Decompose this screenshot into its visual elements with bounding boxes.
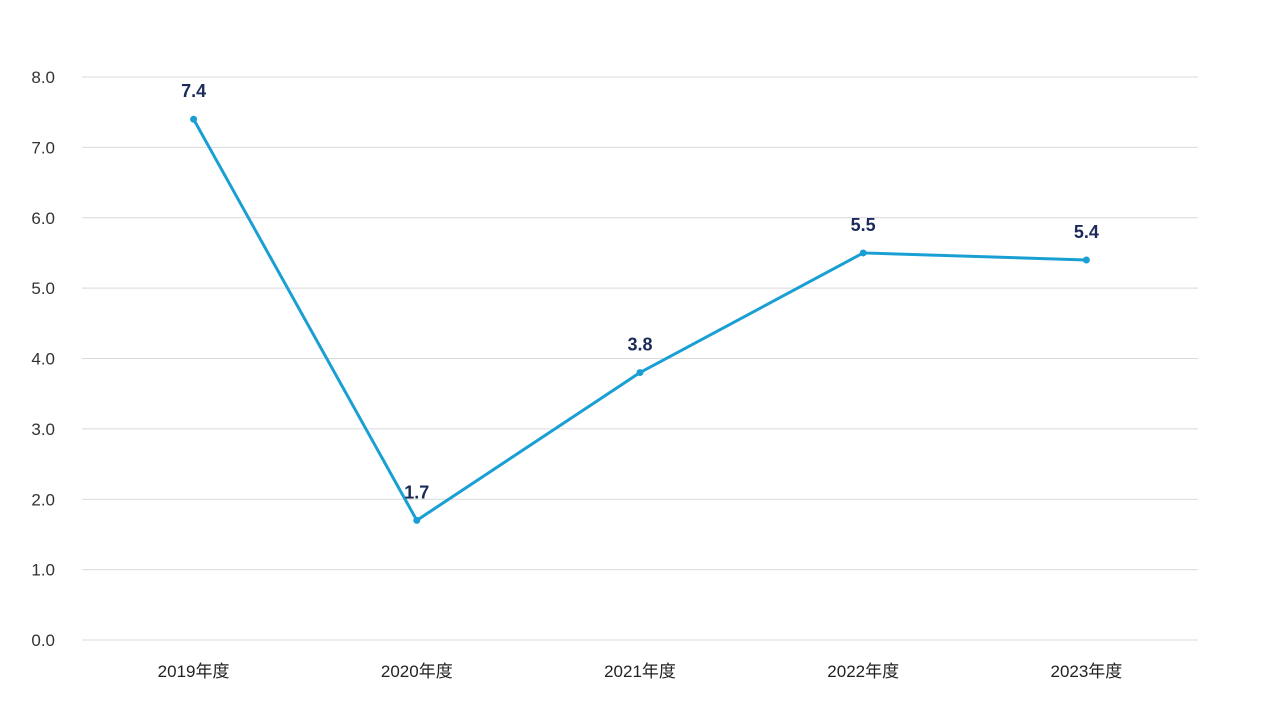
- series-lines: [192, 117, 1088, 522]
- y-tick-label: 0.0: [31, 631, 55, 650]
- y-tick-label: 6.0: [31, 209, 55, 228]
- data-point: [636, 369, 644, 377]
- y-tick-label: 8.0: [31, 68, 55, 87]
- data-label: 3.8: [627, 335, 652, 355]
- data-point: [413, 516, 421, 524]
- data-point: [1082, 256, 1090, 264]
- y-tick-label: 5.0: [31, 279, 55, 298]
- series-points: [190, 115, 1090, 524]
- data-label: 5.4: [1074, 222, 1099, 242]
- x-tick-label: 2019年度: [158, 662, 230, 681]
- x-tick-label: 2022年度: [827, 662, 899, 681]
- x-tick-label: 2021年度: [604, 662, 676, 681]
- y-tick-label: 2.0: [31, 490, 55, 509]
- series-line: [192, 117, 1088, 522]
- x-tick-label: 2020年度: [381, 662, 453, 681]
- y-tick-label: 1.0: [31, 561, 55, 580]
- gridlines: [82, 76, 1198, 641]
- y-tick-label: 4.0: [31, 350, 55, 369]
- x-tick-label: 2023年度: [1050, 662, 1122, 681]
- y-tick-label: 7.0: [31, 138, 55, 157]
- y-tick-label: 3.0: [31, 420, 55, 439]
- data-label: 1.7: [404, 482, 429, 502]
- data-label: 5.5: [851, 215, 876, 235]
- data-point: [859, 249, 867, 257]
- data-labels: 7.4 1.7 3.8 5.5 5.4: [181, 81, 1099, 502]
- x-axis-ticks: 2019年度 2020年度 2021年度 2022年度 2023年度: [158, 662, 1123, 681]
- data-point: [190, 115, 198, 123]
- y-axis-ticks: 0.0 1.0 2.0 3.0 4.0 5.0 6.0 7.0 8.0: [31, 68, 55, 650]
- data-label: 7.4: [181, 81, 206, 101]
